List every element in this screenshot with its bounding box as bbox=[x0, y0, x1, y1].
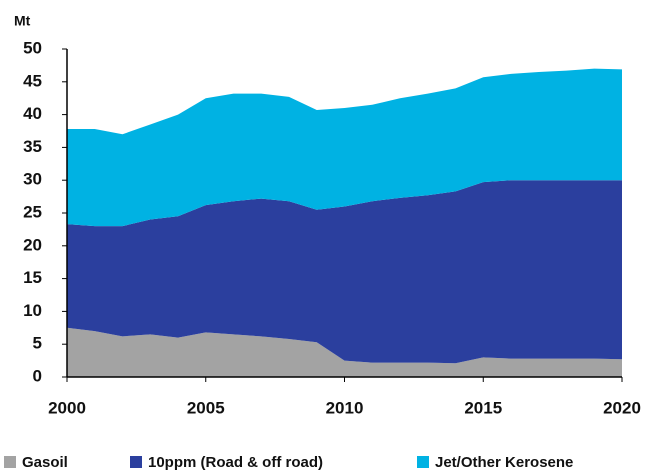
y-tick-label: 40 bbox=[23, 104, 42, 123]
y-tick-label: 50 bbox=[23, 38, 42, 57]
x-tick-label: 2010 bbox=[326, 398, 364, 417]
y-axis-label: Mt bbox=[14, 13, 31, 29]
y-tick-label: 5 bbox=[33, 334, 42, 353]
legend-label: Gasoil bbox=[22, 454, 68, 471]
y-tick-label: 45 bbox=[23, 71, 42, 90]
area bbox=[67, 68, 622, 227]
legend-swatch bbox=[4, 456, 16, 468]
legend-label: 10ppm (Road & off road) bbox=[148, 454, 323, 471]
x-tick-label: 2020 bbox=[603, 398, 641, 417]
area bbox=[67, 180, 622, 364]
y-tick-label: 0 bbox=[33, 366, 42, 385]
y-tick-label: 25 bbox=[23, 202, 42, 221]
y-tick-label: 10 bbox=[23, 301, 42, 320]
x-tick-label: 2005 bbox=[187, 398, 225, 417]
legend-swatch bbox=[417, 456, 429, 468]
y-tick-label: 20 bbox=[23, 235, 42, 254]
area bbox=[67, 327, 622, 377]
x-tick-label: 2015 bbox=[464, 398, 502, 417]
legend-label: Jet/Other Kerosene bbox=[435, 454, 573, 471]
y-tick-label: 30 bbox=[23, 170, 42, 189]
y-tick-label: 35 bbox=[23, 137, 42, 156]
x-tick-label: 2000 bbox=[48, 398, 86, 417]
y-tick-label: 15 bbox=[23, 268, 42, 287]
legend-swatch bbox=[130, 456, 142, 468]
